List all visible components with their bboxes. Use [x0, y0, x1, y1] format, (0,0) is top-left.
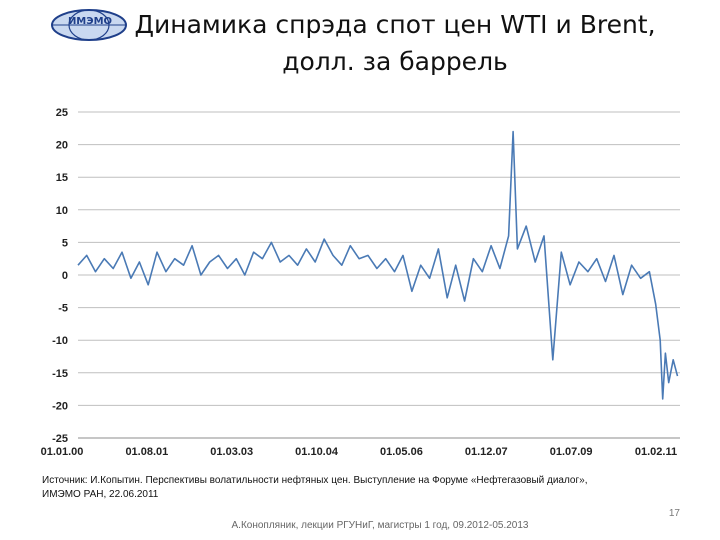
footer-text: А.Конопляник, лекции РГУНиГ, магистры 1 …: [231, 520, 529, 531]
source-line-1: Источник: И.Копытин. Перспективы волатил…: [42, 475, 588, 486]
y-tick-label: -25: [52, 433, 68, 445]
y-axis-ticks: 25 20 15 10 5 0 -5 -10 -15 -20 -25: [52, 107, 68, 445]
spread-chart: 25 20 15 10 5 0 -5 -10 -15 -20 -25 01.01.00 01.08.0…: [41, 107, 680, 458]
y-tick-label: 25: [56, 107, 68, 119]
x-tick-label: 01.05.06: [380, 446, 423, 458]
y-tick-label: 20: [56, 140, 68, 152]
x-tick-label: 01.03.03: [210, 446, 253, 458]
chart-gridlines: [78, 111, 680, 439]
spread-series-line: [77, 130, 679, 400]
y-tick-label: 5: [62, 237, 68, 249]
x-tick-label: 01.01.00: [41, 446, 84, 458]
y-tick-label: 15: [56, 172, 68, 184]
logo-text: ИМЭМО: [67, 16, 113, 27]
y-tick-label: -20: [52, 400, 68, 412]
page-number: 17: [668, 508, 680, 519]
slide-title: Динамика спрэда спот цен WTI и Brent, до…: [130, 6, 660, 80]
y-tick-label: 10: [56, 205, 68, 217]
x-tick-label: 01.10.04: [295, 446, 339, 458]
x-axis-ticks: 01.01.00 01.08.01 01.03.03 01.10.04 01.05.06…: [41, 446, 678, 458]
source-line-2: ИМЭМО РАН, 22.06.2011: [42, 489, 159, 500]
series-layer: [77, 130, 679, 400]
x-tick-label: 01.12.07: [465, 446, 508, 458]
x-tick-label: 01.02.11: [635, 446, 677, 458]
y-tick-label: -10: [52, 335, 68, 347]
title-line-1: Динамика спрэда спот цен WTI и Brent,: [134, 10, 656, 39]
title-line-2: долл. за баррель: [282, 47, 508, 76]
source-note: Источник: И.Копытин. Перспективы волатил…: [42, 474, 672, 502]
y-tick-label: -5: [58, 303, 68, 315]
x-tick-label: 01.08.01: [125, 446, 168, 458]
y-tick-label: 0: [62, 270, 68, 282]
y-tick-label: -15: [52, 368, 68, 380]
x-tick-label: 01.07.09: [550, 446, 593, 458]
imemo-logo: [51, 9, 127, 41]
